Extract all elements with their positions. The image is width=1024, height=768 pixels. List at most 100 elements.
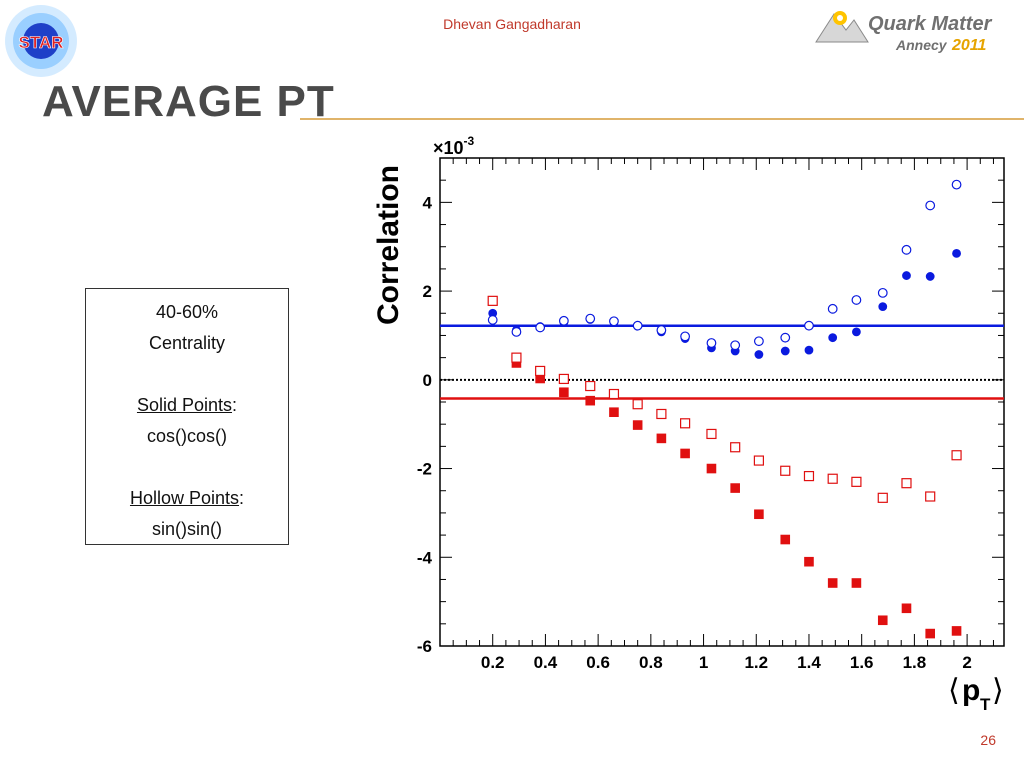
data-point	[901, 244, 912, 255]
x-tick-label: 2	[962, 653, 971, 672]
data-point	[609, 316, 619, 327]
quark-matter-logo: Quark Matter Annecy 2011	[812, 2, 1012, 62]
data-point	[951, 626, 962, 636]
data-point	[753, 336, 764, 347]
data-point	[706, 463, 717, 474]
x-tick-label: 1.8	[903, 653, 927, 672]
y-axis-label: Correlation	[372, 165, 405, 325]
data-point	[754, 509, 764, 520]
data-point	[680, 331, 691, 342]
x-tick-label: 0.8	[639, 653, 663, 672]
centrality-value: 40-60%	[155, 302, 219, 322]
x-tick-label: 1.4	[797, 653, 821, 672]
solid-points-label: Solid Points	[136, 395, 233, 415]
data-point	[754, 350, 764, 359]
angle-right-icon: ⟩	[992, 673, 1004, 708]
data-point	[559, 387, 569, 398]
data-point	[585, 313, 596, 324]
data-point	[632, 399, 643, 410]
solid-points-line: Solid Points:	[86, 390, 288, 421]
centrality-label: Centrality	[148, 333, 226, 353]
x-tick-label: 1	[699, 653, 708, 672]
plot-frame	[439, 157, 1005, 647]
exponent-label: ×10-3	[433, 134, 475, 158]
info-box: 40-60% Centrality Solid Points: cos()cos…	[85, 288, 289, 545]
data-point	[877, 492, 888, 503]
data-point	[680, 448, 690, 459]
page-number: 26	[980, 732, 996, 748]
data-point	[680, 418, 691, 429]
data-point	[585, 395, 596, 406]
data-point	[827, 473, 838, 484]
data-point	[951, 450, 962, 461]
x-axis-label-sub: T	[980, 695, 991, 714]
y-tick-label: 2	[423, 282, 432, 301]
data-point	[609, 407, 619, 418]
data-point	[558, 315, 569, 326]
author-name: Dhevan Gangadharan	[443, 16, 581, 32]
solid-points-formula: cos()cos()	[147, 426, 227, 446]
slide-title: Average pT	[42, 77, 335, 126]
data-point	[656, 433, 667, 444]
angle-left-icon: ⟨	[948, 673, 960, 708]
data-point	[804, 320, 814, 331]
logo-line2: Annecy	[895, 37, 948, 53]
data-point	[632, 320, 643, 331]
data-point	[780, 332, 791, 343]
data-point	[828, 333, 838, 343]
data-point	[730, 442, 741, 453]
data-point	[780, 346, 790, 356]
data-point	[952, 248, 961, 258]
data-point	[877, 287, 888, 298]
hollow-points-label: Hollow Points	[129, 488, 240, 508]
data-point	[487, 295, 498, 306]
data-point	[851, 295, 862, 305]
x-tick-label: 0.4	[534, 653, 558, 672]
data-point	[804, 556, 814, 567]
data-point	[780, 465, 791, 476]
title-rule	[300, 118, 1024, 120]
data-point	[827, 578, 838, 588]
data-point	[656, 408, 667, 420]
hollow-points-colon: :	[239, 488, 245, 508]
x-tick-label: 0.6	[586, 653, 610, 672]
star-logo-text: STAR	[18, 33, 63, 52]
data-point	[925, 628, 936, 639]
data-point	[852, 327, 861, 337]
data-point	[803, 470, 815, 482]
data-point	[706, 338, 717, 348]
data-point	[730, 483, 740, 493]
y-tick-label: -6	[417, 637, 432, 656]
data-point	[706, 428, 717, 440]
data-point	[608, 388, 620, 400]
star-logo: STAR	[2, 2, 80, 80]
data-point	[656, 325, 667, 336]
logo-year: 2011	[951, 37, 987, 54]
x-axis-label-main: p	[962, 674, 980, 707]
data-point	[511, 327, 522, 337]
data-point	[535, 365, 546, 377]
data-point	[535, 322, 546, 333]
data-point	[925, 272, 935, 281]
data-point	[487, 315, 498, 325]
x-axis-label: ⟨ p T ⟩	[948, 673, 1004, 714]
y-tick-label: 0	[423, 371, 432, 390]
data-point	[851, 578, 862, 588]
data-point	[804, 345, 814, 355]
logo-line1: Quark Matter	[868, 13, 993, 35]
solid-points-colon: :	[232, 395, 238, 415]
data-point	[827, 303, 838, 314]
x-tick-label: 0.2	[481, 653, 505, 672]
data-point	[951, 179, 962, 190]
x-tick-label: 1.6	[850, 653, 874, 672]
x-tick-label: 1.2	[744, 653, 768, 672]
data-point	[851, 476, 862, 487]
data-point	[511, 352, 522, 363]
hollow-points-formula: sin()sin()	[152, 519, 222, 539]
hollow-points-line: Hollow Points:	[86, 483, 288, 514]
data-point	[558, 373, 569, 385]
star-burst-icon	[5, 5, 77, 77]
data-point	[925, 200, 936, 211]
data-point	[877, 615, 888, 626]
